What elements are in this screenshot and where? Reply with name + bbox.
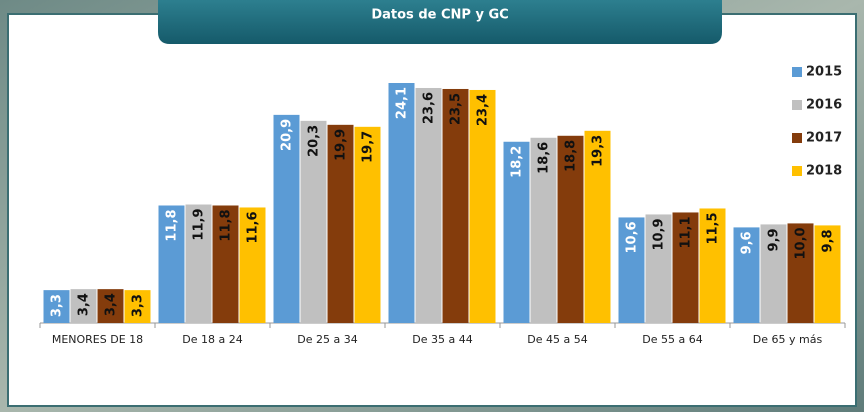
x-tick-label: De 55 a 64	[642, 333, 702, 346]
value-label: 3,4	[104, 293, 119, 316]
value-label: 23,6	[422, 92, 437, 124]
value-label: 11,9	[192, 208, 207, 240]
value-label: 18,8	[564, 140, 579, 172]
legend-label: 2016	[806, 98, 842, 113]
bar	[584, 130, 611, 323]
value-label: 24,1	[395, 87, 410, 119]
bar	[70, 289, 97, 323]
legend-label: 2018	[806, 164, 842, 179]
legend-swatch	[792, 100, 802, 110]
legend-swatch	[792, 166, 802, 176]
bar	[273, 114, 300, 323]
bar	[672, 212, 699, 323]
bar	[158, 205, 185, 323]
value-label: 18,6	[537, 142, 552, 174]
legend-swatch	[792, 67, 802, 77]
value-label: 23,4	[476, 94, 491, 126]
bar	[212, 205, 239, 323]
x-tick-label: De 25 a 34	[297, 333, 357, 346]
bar	[124, 290, 151, 323]
value-label: 11,8	[165, 209, 180, 241]
bar	[530, 137, 557, 323]
value-label: 10,6	[625, 221, 640, 253]
value-label: 20,9	[280, 119, 295, 151]
x-tick-label: De 45 a 54	[527, 333, 587, 346]
chart-title: Datos de CNP y GC	[371, 8, 508, 23]
value-label: 3,4	[77, 293, 92, 316]
value-label: 20,3	[307, 125, 322, 157]
bar	[300, 120, 327, 324]
x-tick-label: De 65 y más	[753, 333, 823, 346]
value-label: 10,9	[652, 218, 667, 250]
value-label: 18,2	[510, 146, 525, 178]
title-box	[158, 0, 722, 44]
bar	[503, 141, 530, 323]
bar	[733, 227, 760, 323]
bar	[469, 89, 496, 324]
bar	[354, 126, 381, 323]
value-label: 9,9	[767, 228, 782, 251]
bar	[557, 135, 584, 323]
bar	[388, 83, 415, 323]
value-label: 11,1	[679, 216, 694, 248]
value-label: 11,8	[219, 209, 234, 241]
value-label: 19,3	[591, 135, 606, 167]
bar	[185, 204, 212, 323]
value-label: 9,8	[821, 229, 836, 252]
value-label: 19,9	[334, 129, 349, 161]
legend-label: 2015	[806, 65, 842, 80]
bar	[645, 214, 672, 323]
bar	[415, 87, 442, 324]
value-label: 19,7	[361, 131, 376, 163]
bar	[699, 208, 726, 323]
bar	[97, 289, 124, 323]
value-label: 11,5	[706, 212, 721, 244]
bar	[760, 224, 787, 323]
bar	[618, 217, 645, 323]
legend-label: 2017	[806, 131, 842, 146]
bar	[787, 223, 814, 323]
value-label: 23,5	[449, 93, 464, 125]
bar	[43, 290, 70, 323]
value-label: 3,3	[131, 294, 146, 317]
bar	[442, 88, 469, 324]
value-label: 3,3	[50, 294, 65, 317]
bar	[814, 225, 841, 323]
bar	[327, 124, 354, 323]
x-tick-label: De 35 a 44	[412, 333, 472, 346]
value-label: 10,0	[794, 227, 809, 259]
x-tick-label: MENORES DE 18	[52, 333, 143, 346]
legend-swatch	[792, 133, 802, 143]
value-label: 11,6	[246, 211, 261, 243]
x-tick-label: De 18 a 24	[182, 333, 242, 346]
bar	[239, 207, 266, 323]
value-label: 9,6	[740, 231, 755, 254]
